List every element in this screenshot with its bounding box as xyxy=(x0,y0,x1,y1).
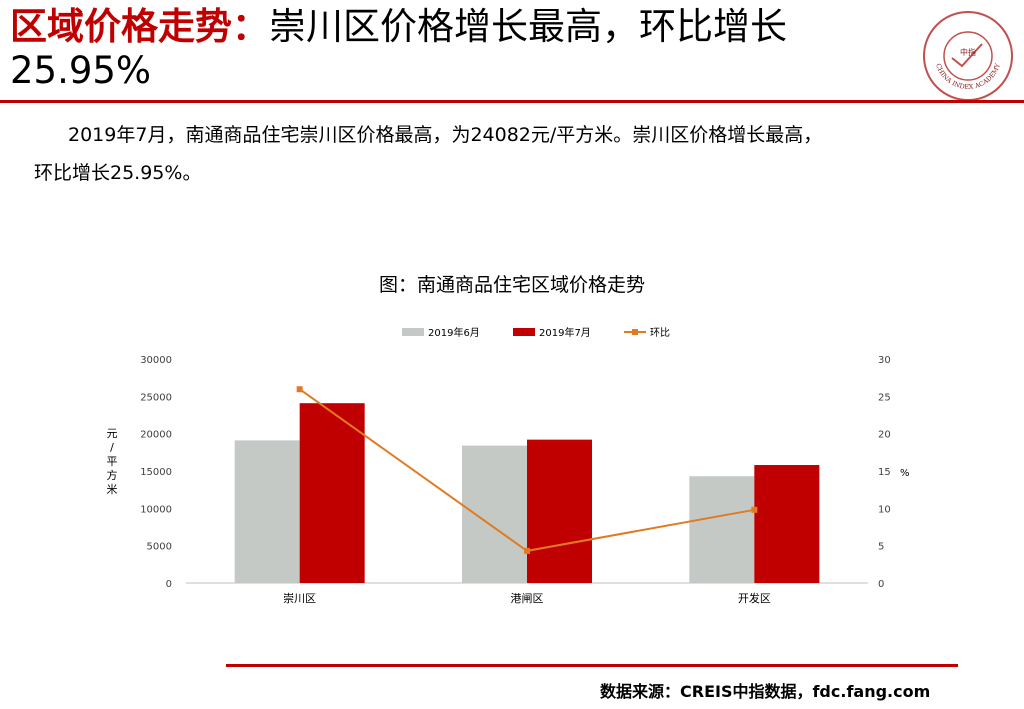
bar xyxy=(527,439,592,583)
title-line2: 25.95% xyxy=(10,49,152,92)
legend-swatch-marker xyxy=(632,329,638,335)
y2-tick-label: 30 xyxy=(878,355,891,366)
legend-label: 2019年6月 xyxy=(428,326,480,339)
y2-tick-label: 10 xyxy=(878,504,891,515)
legend-label: 环比 xyxy=(650,327,670,339)
y-tick-label: 5000 xyxy=(147,542,172,553)
y-tick-label: 30000 xyxy=(140,355,172,366)
line-point xyxy=(524,547,530,554)
title-highlight: 区域价格走势： xyxy=(10,5,269,48)
y-tick-label: 15000 xyxy=(140,467,172,478)
footer-divider xyxy=(226,664,958,667)
y-tick-label: 0 xyxy=(166,579,172,590)
x-tick-label: 港闸区 xyxy=(511,592,544,605)
y-axis-label: 元/平方米 xyxy=(107,427,118,496)
y2-axis-label: % xyxy=(900,468,910,479)
summary-paragraph: 2019年7月，南通商品住宅崇川区价格最高，为24082元/平方米。崇川区价格增… xyxy=(34,116,1004,192)
paragraph-line-1: 2019年7月，南通商品住宅崇川区价格最高，为24082元/平方米。崇川区价格增… xyxy=(68,124,823,146)
legend-swatch xyxy=(402,328,424,336)
y2-tick-label: 5 xyxy=(878,542,884,553)
y-tick-label: 10000 xyxy=(140,504,172,515)
title-rest: 崇川区价格增长最高，环比增长 xyxy=(269,5,787,48)
logo-center: 中指 xyxy=(960,47,976,57)
y2-tick-label: 25 xyxy=(878,392,891,403)
line-point xyxy=(751,506,758,513)
line-point xyxy=(296,386,303,393)
data-source: 数据来源：CREIS中指数据，fdc.fang.com xyxy=(600,682,931,701)
bar xyxy=(299,403,365,583)
chart-title: 图：南通商品住宅区域价格走势 xyxy=(378,274,645,296)
bar xyxy=(754,465,820,583)
y-tick-label: 25000 xyxy=(140,392,172,403)
header-divider xyxy=(0,100,1024,103)
y2-tick-label: 15 xyxy=(878,467,891,478)
y2-tick-label: 20 xyxy=(878,430,891,441)
y2-tick-label: 0 xyxy=(878,579,884,590)
bar xyxy=(234,440,300,583)
paragraph-line-2: 环比增长25.95%。 xyxy=(34,162,202,184)
bar xyxy=(689,476,755,583)
y-tick-label: 20000 xyxy=(140,430,172,441)
x-tick-label: 崇川区 xyxy=(283,592,316,605)
x-tick-label: 开发区 xyxy=(738,591,771,605)
bar xyxy=(462,445,527,583)
page-title: 区域价格走势：崇川区价格增长最高，环比增长 25.95% xyxy=(10,4,910,92)
legend-swatch xyxy=(513,328,535,336)
legend-label: 2019年7月 xyxy=(539,326,591,339)
